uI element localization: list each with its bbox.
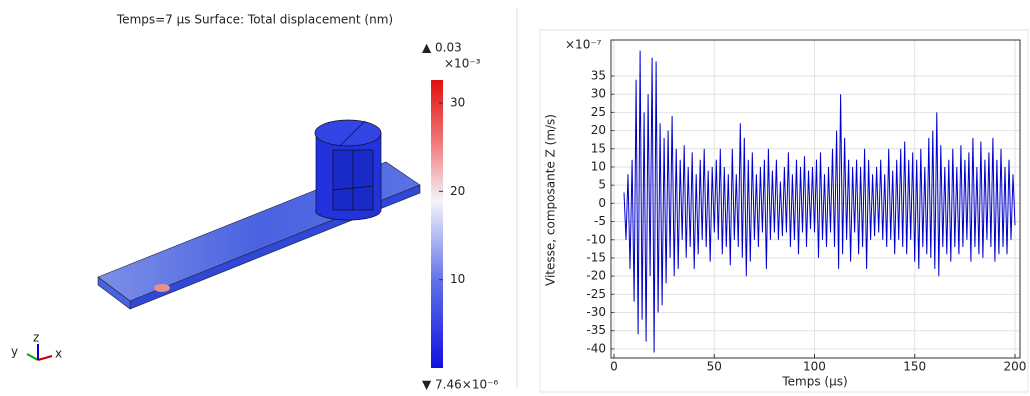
- surface-panel: Temps=7 µs Surface: Total displacement (…: [11, 13, 498, 392]
- y-tick-label: 30: [591, 87, 606, 101]
- triad-x: [37, 355, 53, 361]
- x-tick-label: 200: [1004, 360, 1027, 374]
- triad-label: z: [33, 331, 39, 345]
- cylinder-top: [314, 119, 382, 147]
- colorbar-tick-label: 10: [450, 272, 465, 286]
- slab-end: [97, 276, 131, 310]
- x-axis-label: Temps (µs): [781, 375, 847, 389]
- y-tick-label: 35: [591, 69, 606, 83]
- y-tick-label: -20: [586, 269, 606, 283]
- x-tick-label: 0: [610, 360, 618, 374]
- y-tick-label: -15: [586, 250, 606, 264]
- y-tick-label: -40: [586, 341, 606, 355]
- triad-label: y: [11, 345, 18, 359]
- line-chart: ×10⁻⁷ Temps (µs) Vitesse, composante Z (…: [539, 29, 1029, 393]
- y-tick-label: -25: [586, 287, 606, 301]
- data-line: [623, 50, 1016, 353]
- y-tick-label: 10: [591, 159, 606, 173]
- plot-border: [610, 39, 1021, 359]
- y-axis-label: Vitesse, composante Z (m/s): [544, 114, 558, 286]
- y-tick-label: -5: [594, 214, 606, 228]
- hot-spot: [154, 284, 170, 292]
- colorbar: [431, 80, 443, 368]
- triad-label: x: [55, 347, 62, 361]
- x-tick-label: 150: [903, 360, 926, 374]
- y-tick-label: -10: [586, 232, 606, 246]
- colorbar-max: ▲ 0.03: [422, 41, 462, 55]
- colorbar-tick-label: 20: [450, 184, 465, 198]
- triad-y: [26, 353, 39, 361]
- y-tick-label: -30: [586, 305, 606, 319]
- colorbar-min: ▼ 7.46×10⁻⁶: [422, 378, 498, 392]
- y-tick-label: 15: [591, 141, 606, 155]
- y-multiplier: ×10⁻⁷: [565, 38, 602, 52]
- y-tick-label: 5: [598, 178, 606, 192]
- y-tick-label: 25: [591, 105, 606, 119]
- plot-title: Temps=7 µs Surface: Total displacement (…: [116, 13, 393, 27]
- edge: [339, 120, 366, 147]
- chart-frame: [539, 29, 1029, 393]
- y-tick-label: -35: [586, 323, 606, 337]
- y-tick-label: 0: [598, 196, 606, 210]
- axis-triad: x y z: [11, 331, 62, 361]
- y-tick-label: 20: [591, 123, 606, 137]
- x-tick-label: 50: [707, 360, 722, 374]
- colorbar-tick-label: 30: [450, 95, 465, 109]
- x-tick-label: 100: [803, 360, 826, 374]
- colorbar-multiplier: ×10⁻³: [444, 57, 481, 71]
